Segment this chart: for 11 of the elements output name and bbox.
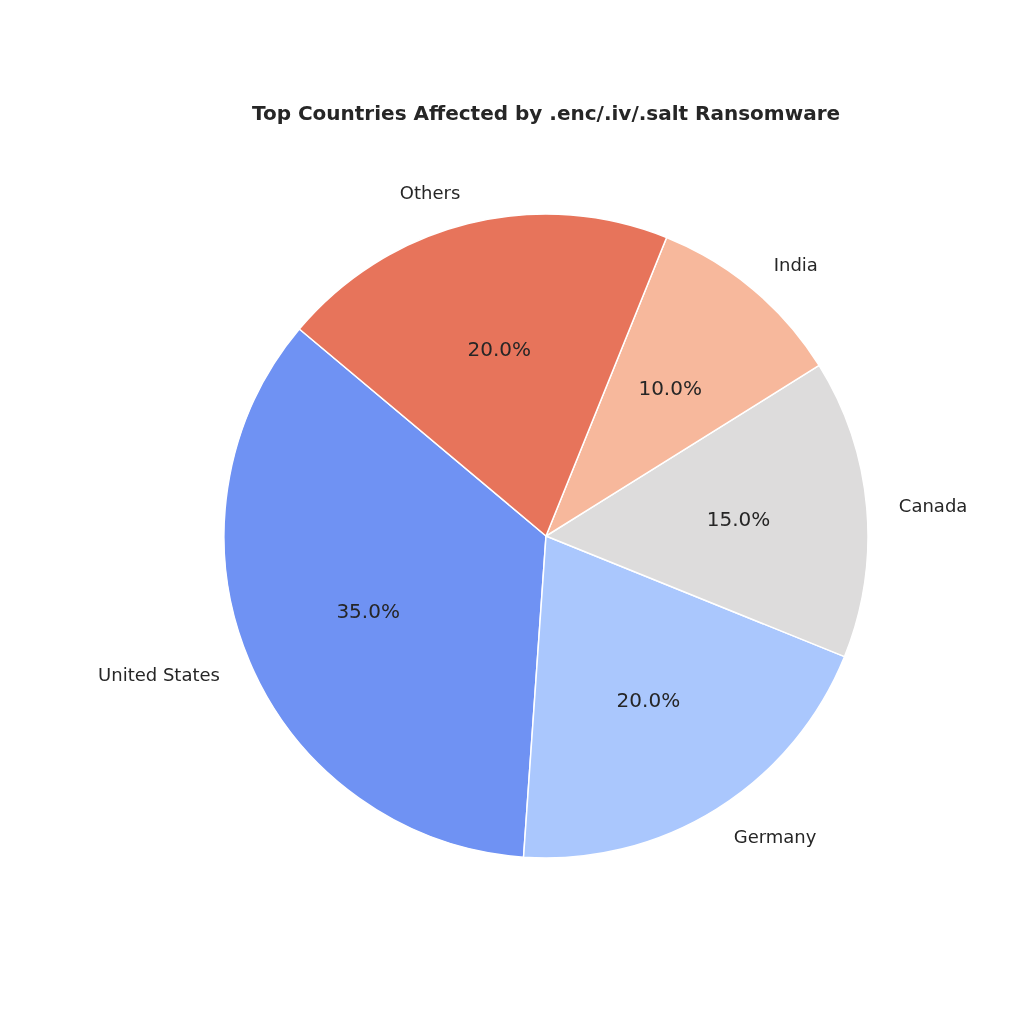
data-label: 15.0% (706, 507, 771, 532)
data-label: 20.0% (616, 687, 681, 712)
chart-title: Top Countries Affected by .enc/.iv/.salt Ransomware (251, 101, 841, 125)
slice-label: India (773, 254, 818, 276)
slice-label: United States (98, 663, 220, 685)
data-label: 20.0% (467, 336, 532, 361)
slice-label: Others (399, 181, 461, 203)
data-label: 10.0% (638, 376, 702, 400)
data-label: 35.0% (336, 599, 400, 624)
slice-label: Germany (733, 825, 817, 847)
slice-label: Canada (898, 494, 968, 516)
